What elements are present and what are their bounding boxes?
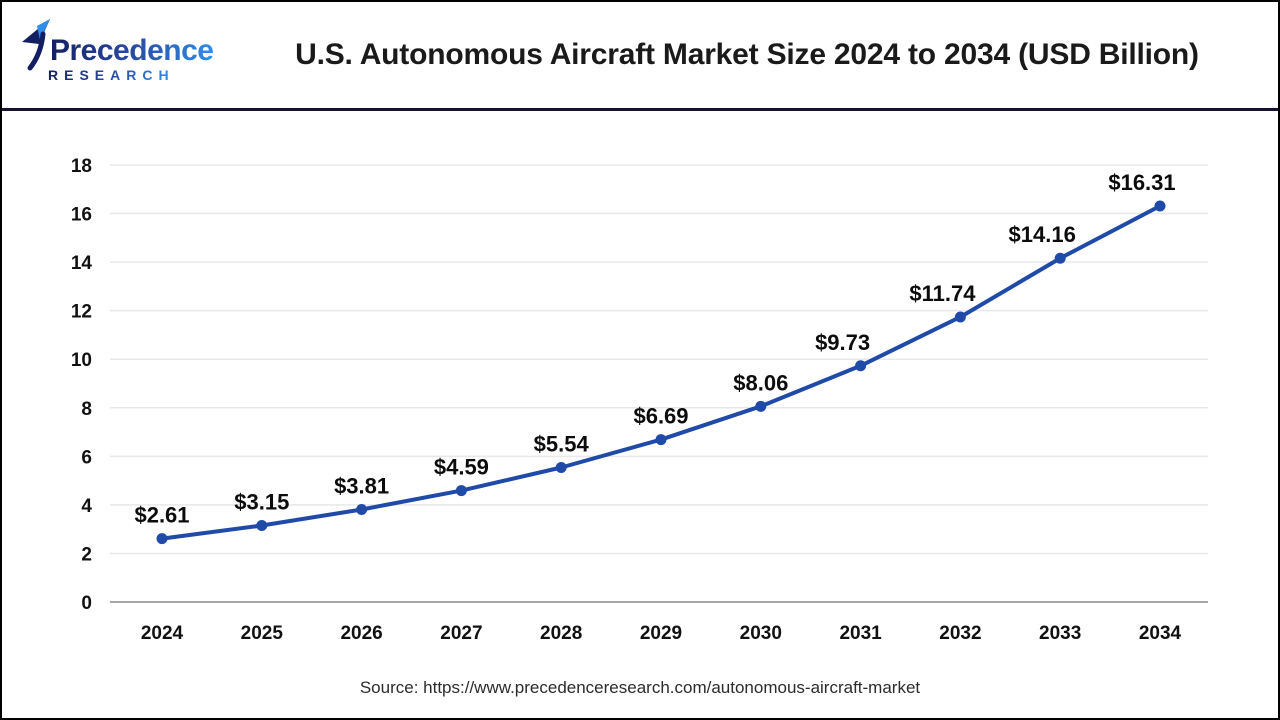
data-point-label: $3.15 [234, 490, 289, 515]
data-point-label: $14.16 [1009, 222, 1076, 247]
data-point-label: $3.81 [334, 474, 389, 499]
source-line: Source: https://www.precedenceresearch.c… [359, 678, 921, 697]
data-point-label: $16.31 [1108, 170, 1175, 195]
y-axis-label: 8 [81, 399, 92, 420]
x-axis-label: 2025 [241, 623, 284, 644]
x-axis-label: 2024 [141, 623, 184, 644]
x-axis-label: 2032 [939, 623, 981, 644]
data-point-label: $8.06 [733, 370, 788, 395]
data-point [156, 533, 168, 545]
logo-research-text: RESEARCH [48, 67, 175, 83]
data-point-label: $6.69 [633, 404, 688, 429]
data-point-label: $11.74 [909, 281, 976, 306]
logo-brand-text: Precedence [50, 34, 213, 67]
data-point [755, 400, 767, 412]
y-axis-label: 18 [71, 156, 92, 177]
x-axis-label: 2030 [740, 623, 782, 644]
data-point-label: $9.73 [815, 330, 870, 355]
data-point-label: $5.54 [534, 432, 590, 457]
data-point-label: $2.61 [134, 503, 189, 528]
x-axis-label: 2033 [1039, 623, 1081, 644]
y-axis-label: 2 [81, 544, 92, 565]
y-axis-label: 10 [71, 350, 92, 371]
x-axis-label: 2028 [540, 623, 582, 644]
series-line [160, 204, 1162, 541]
data-point [1054, 252, 1066, 264]
chart-title: U.S. Autonomous Aircraft Market Size 202… [295, 38, 1199, 71]
data-point-label: $4.59 [434, 455, 489, 480]
y-axis-label: 4 [81, 496, 92, 517]
y-axis-label: 12 [71, 302, 92, 323]
x-axis-label: 2026 [340, 623, 382, 644]
brand-logo: Precedence RESEARCH [22, 19, 214, 83]
y-axis-label: 0 [81, 593, 92, 614]
market-size-line-chart: 0 2 4 6 8 10 12 14 16 18 2024 2025 2026 2027 2028 2029 2… [71, 156, 1208, 644]
data-point [256, 520, 268, 532]
header-divider [2, 108, 1278, 111]
logo-plane-accent-icon [37, 19, 50, 40]
data-point [954, 311, 966, 323]
x-axis-label: 2031 [839, 623, 882, 644]
data-point [855, 360, 867, 372]
data-point [655, 434, 667, 446]
logo-p-stem [27, 31, 46, 71]
x-axis-label: 2034 [1139, 623, 1182, 644]
x-axis-label: 2029 [640, 623, 682, 644]
data-point [356, 504, 368, 516]
y-axis-label: 6 [81, 447, 92, 468]
data-point [1154, 200, 1166, 212]
data-point [455, 485, 467, 497]
data-point [555, 462, 567, 474]
x-axis-label: 2027 [440, 623, 482, 644]
y-axis-label: 14 [71, 253, 93, 274]
y-axis-label: 16 [71, 205, 92, 226]
